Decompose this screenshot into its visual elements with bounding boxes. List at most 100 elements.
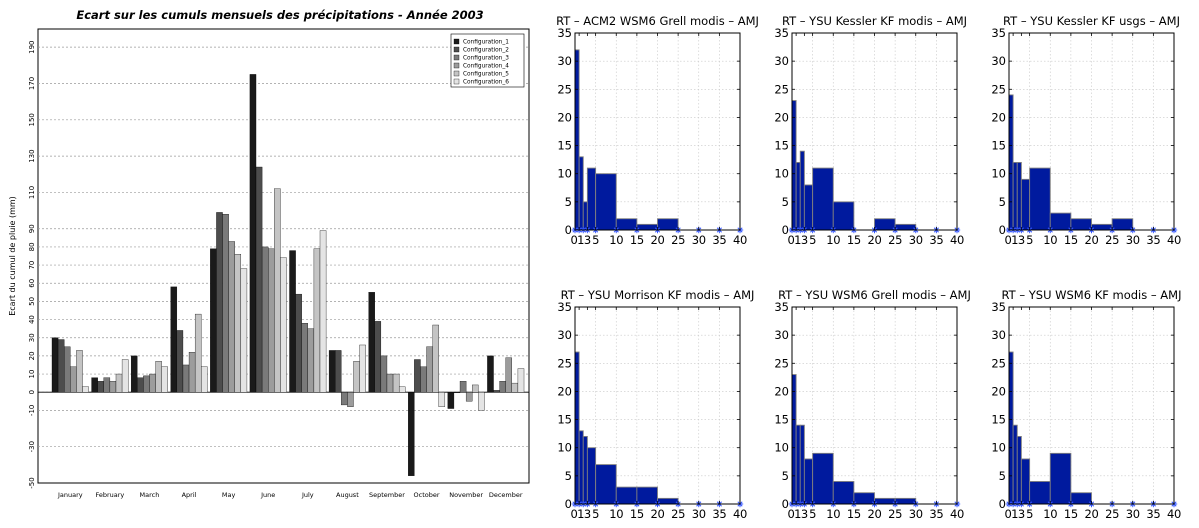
histogram-bar — [1111, 218, 1134, 231]
histogram-x-tick-label: 10 — [609, 233, 623, 247]
y-tick-label: 60 — [28, 279, 36, 288]
y-tick-label: 170 — [28, 77, 36, 90]
histogram-x-tick-label: 1 — [794, 507, 801, 521]
histogram-y-tick-label: 0 — [782, 223, 789, 237]
bar-configuration-6-november — [478, 392, 485, 411]
histogram-x-tick-label: 10 — [609, 507, 623, 521]
histogram-panel-2: RT – YSU Kessler KF modis – AMJ051015202… — [774, 14, 967, 247]
histogram-panel-1: RT – ACM2 WSM6 Grell modis – AMJ05101520… — [556, 14, 759, 247]
histogram-bar — [795, 424, 801, 505]
bar-configuration-2-november — [453, 392, 461, 393]
histogram-bar — [894, 223, 917, 231]
bar-configuration-4-april — [188, 352, 196, 393]
histogram-y-tick-label: 10 — [991, 167, 1006, 181]
bar-configuration-6-september — [398, 386, 406, 393]
histogram-bar — [1020, 458, 1031, 505]
histogram-bar — [578, 156, 584, 231]
bar-configuration-1-may — [210, 248, 217, 393]
y-tick-label: -50 — [28, 477, 36, 488]
histogram-bar — [1070, 492, 1092, 505]
bar-configuration-3-january — [64, 346, 71, 393]
bar-configuration-2-february — [97, 381, 104, 393]
bar-configuration-6-december — [517, 368, 525, 393]
histogram-panel-6: RT – YSU WSM6 KF modis – AMJ051015202530… — [991, 288, 1181, 521]
bar-configuration-2-july — [295, 293, 302, 393]
bar-configuration-4-march — [149, 373, 156, 393]
histogram-x-tick-label: 35 — [712, 233, 726, 247]
histogram-bar — [657, 218, 679, 231]
histogram-bars — [574, 49, 679, 231]
bar-configuration-6-january — [82, 386, 89, 393]
histogram-x-ticks: 0 1 3 5 10 15 20 25 30 35 40 — [570, 307, 747, 521]
y-tick-label: 80 — [28, 242, 36, 251]
bar-configuration-4-june — [268, 248, 275, 393]
legend-box — [450, 33, 525, 88]
histogram-x-tick-label: 30 — [1126, 233, 1140, 247]
histogram-y-tick-label: 30 — [774, 54, 789, 68]
legend-label: Configuration_5 — [463, 72, 509, 78]
histogram-y-tick-label: 15 — [991, 413, 1006, 427]
histogram-y-tick-label: 5 — [782, 195, 789, 209]
legend: Configuration_1 Configuration_2 Configurat… — [450, 33, 525, 88]
histogram-y-tick-label: 15 — [557, 413, 572, 427]
histogram-y-tick-label: 10 — [774, 167, 789, 181]
bar-configuration-6-july — [319, 230, 327, 393]
bar-configuration-1-june — [249, 74, 257, 393]
histogram-x-tick-label: 30 — [1126, 507, 1140, 521]
histogram-y-tick-label: 15 — [991, 139, 1006, 153]
bar-configuration-6-march — [161, 366, 168, 393]
bar-configuration-6-june — [280, 257, 287, 393]
histogram-y-tick-label: 20 — [557, 384, 572, 398]
histogram-y-tick-label: 30 — [557, 328, 572, 342]
bar-configuration-4-february — [109, 381, 117, 393]
histogram-y-tick-label: 5 — [565, 195, 572, 209]
histogram-bar — [586, 447, 597, 505]
bar-configuration-5-march — [155, 361, 162, 393]
histogram-x-tick-label: 25 — [671, 507, 685, 521]
histogram-x-ticks: 0 1 3 5 10 15 20 25 30 35 40 — [787, 307, 964, 521]
histogram-y-tick-label: 30 — [991, 54, 1006, 68]
histogram-bars — [574, 351, 679, 505]
histogram-y-ticks: 0 5 10 15 20 25 30 35 — [991, 300, 1174, 511]
bar-configuration-5-january — [76, 350, 83, 393]
histogram-x-tick-label: 15 — [630, 507, 644, 521]
bar-configuration-5-february — [115, 373, 123, 393]
histogram-x-tick-label: 0 — [787, 507, 794, 521]
legend-swatch — [453, 46, 460, 53]
histogram-x-tick-label: 3 — [1018, 507, 1025, 521]
histogram-bar — [791, 374, 797, 505]
histogram-y-tick-label: 35 — [557, 26, 572, 40]
x-tick-label: January — [57, 491, 83, 499]
histogram-y-tick-label: 10 — [557, 441, 572, 455]
histogram-x-tick-label: 3 — [801, 233, 808, 247]
histogram-panel-4: RT – YSU Morrison KF modis – AMJ05101520… — [557, 288, 754, 521]
histogram-x-tick-label: 1 — [577, 233, 584, 247]
histogram-y-tick-label: 25 — [774, 356, 789, 370]
histogram-x-tick-label: 15 — [1064, 507, 1078, 521]
bar-configuration-1-october — [408, 392, 415, 476]
bar-configuration-4-october — [426, 346, 433, 393]
legend-swatch — [453, 38, 460, 45]
histogram-x-tick-label: 1 — [1011, 507, 1018, 521]
histogram-bar — [1008, 94, 1014, 231]
histogram-x-tick-label: 1 — [577, 507, 584, 521]
histogram-y-tick-label: 5 — [999, 195, 1006, 209]
histogram-y-tick-label: 15 — [774, 413, 789, 427]
bar-configuration-2-january — [57, 339, 65, 393]
histogram-x-tick-label: 20 — [867, 507, 881, 521]
histogram-x-tick-label: 40 — [1167, 233, 1181, 247]
histogram-y-tick-label: 30 — [774, 328, 789, 342]
histogram-x-tick-label: 3 — [584, 507, 591, 521]
bar-configuration-4-july — [307, 328, 315, 393]
histogram-y-tick-label: 35 — [774, 26, 789, 40]
legend-swatch — [453, 54, 460, 61]
histogram-x-tick-label: 35 — [712, 507, 726, 521]
histogram-gridlines — [792, 32, 957, 230]
histogram-y-tick-label: 15 — [774, 139, 789, 153]
chart-title: Ecart sur les cumuls mensuels des précip… — [76, 8, 483, 22]
histogram-bar — [803, 184, 814, 231]
histogram-x-tick-label: 20 — [650, 233, 664, 247]
bar-configuration-4-may — [228, 241, 235, 393]
histogram-bar — [799, 150, 805, 231]
bar-configuration-5-april — [194, 313, 202, 393]
